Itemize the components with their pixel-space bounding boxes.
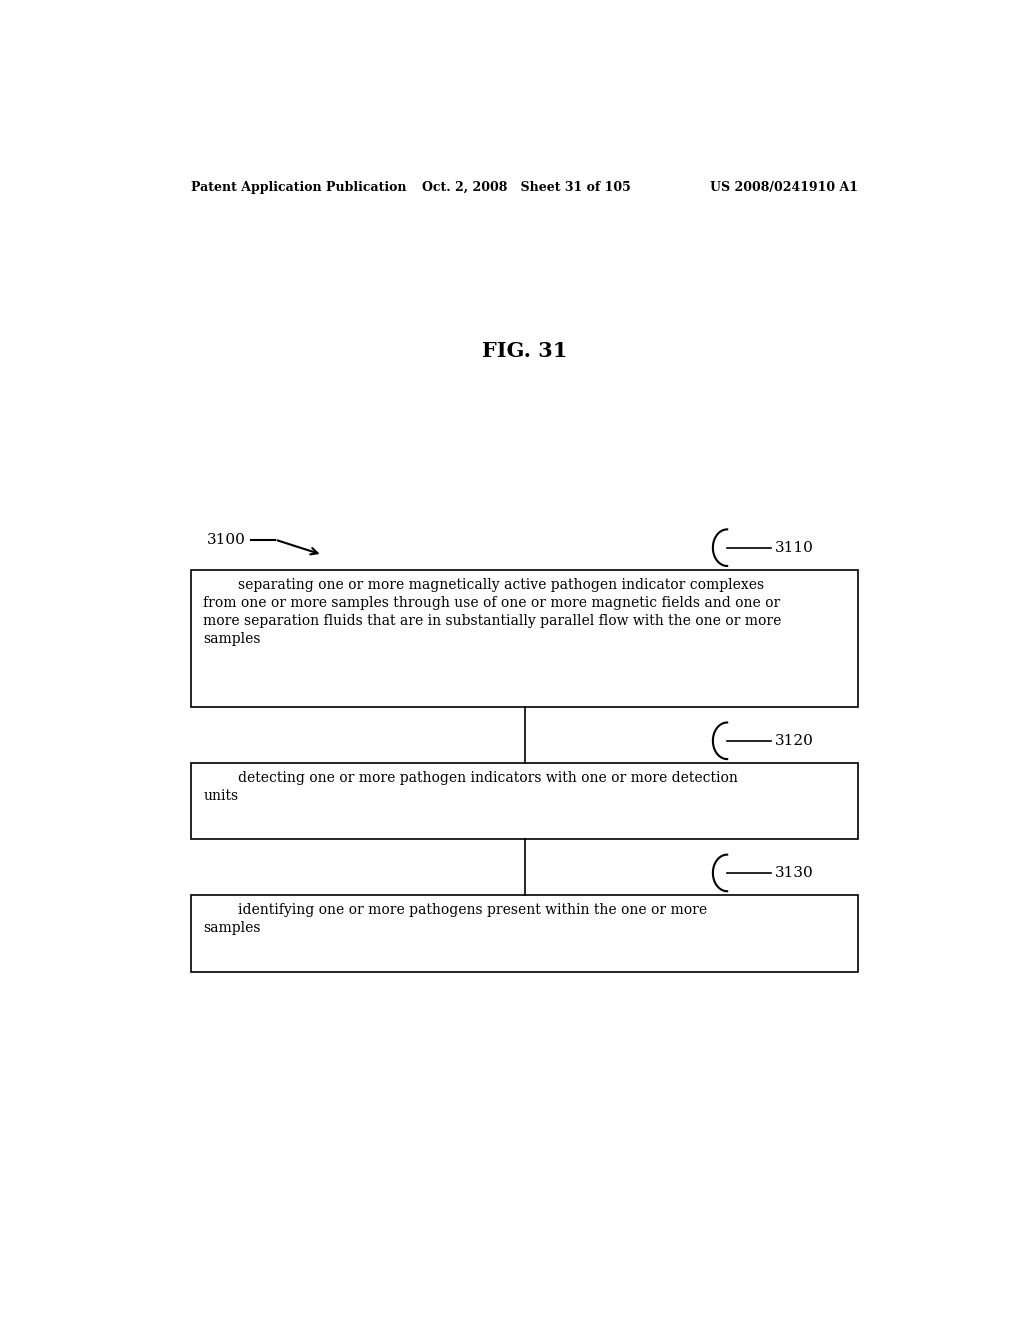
Text: detecting one or more pathogen indicators with one or more detection
units: detecting one or more pathogen indicator… [204,771,738,803]
Text: 3110: 3110 [775,541,814,554]
FancyBboxPatch shape [191,763,858,840]
Text: 3130: 3130 [775,866,813,880]
Text: US 2008/0241910 A1: US 2008/0241910 A1 [710,181,858,194]
Text: Oct. 2, 2008   Sheet 31 of 105: Oct. 2, 2008 Sheet 31 of 105 [422,181,631,194]
Text: 3120: 3120 [775,734,814,748]
Text: identifying one or more pathogens present within the one or more
samples: identifying one or more pathogens presen… [204,903,708,936]
Text: separating one or more magnetically active pathogen indicator complexes
from one: separating one or more magnetically acti… [204,578,781,645]
Text: Patent Application Publication: Patent Application Publication [191,181,407,194]
FancyBboxPatch shape [191,570,858,708]
FancyBboxPatch shape [191,895,858,972]
Text: 3100: 3100 [207,532,246,546]
Text: FIG. 31: FIG. 31 [482,342,567,362]
